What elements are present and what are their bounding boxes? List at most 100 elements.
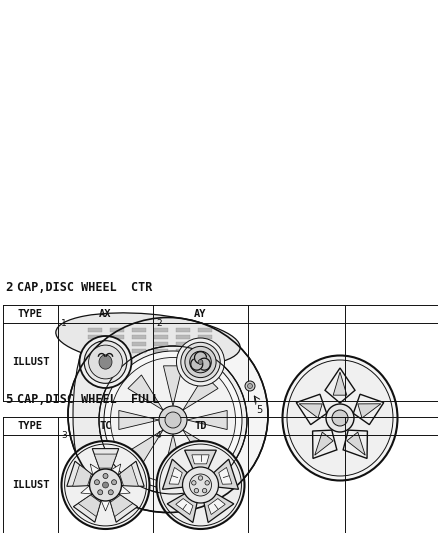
Text: 1: 1 xyxy=(61,319,67,328)
Polygon shape xyxy=(110,495,133,516)
Circle shape xyxy=(183,467,219,503)
Text: TD: TD xyxy=(194,421,207,431)
Polygon shape xyxy=(208,498,225,514)
Polygon shape xyxy=(74,494,101,522)
Polygon shape xyxy=(315,432,333,455)
Circle shape xyxy=(89,469,121,501)
Ellipse shape xyxy=(99,355,112,369)
Polygon shape xyxy=(167,494,197,522)
Circle shape xyxy=(98,490,102,495)
Polygon shape xyxy=(185,450,216,469)
Text: 4: 4 xyxy=(156,431,162,440)
Circle shape xyxy=(245,381,255,391)
Polygon shape xyxy=(162,459,187,489)
Polygon shape xyxy=(192,455,209,464)
Polygon shape xyxy=(119,410,159,430)
Circle shape xyxy=(156,441,244,529)
Polygon shape xyxy=(187,410,227,430)
Circle shape xyxy=(80,336,131,388)
Circle shape xyxy=(159,444,241,526)
Circle shape xyxy=(190,351,211,373)
FancyBboxPatch shape xyxy=(88,349,102,353)
Ellipse shape xyxy=(99,346,247,494)
Polygon shape xyxy=(110,494,138,522)
FancyBboxPatch shape xyxy=(88,328,102,332)
Text: ILLUST: ILLUST xyxy=(12,357,49,367)
Polygon shape xyxy=(183,430,218,465)
Text: 5: 5 xyxy=(256,405,262,415)
Text: 3: 3 xyxy=(61,431,67,440)
FancyBboxPatch shape xyxy=(132,328,146,332)
Ellipse shape xyxy=(287,360,393,476)
Circle shape xyxy=(326,404,354,432)
Circle shape xyxy=(165,412,181,428)
FancyBboxPatch shape xyxy=(198,349,212,353)
FancyBboxPatch shape xyxy=(132,349,146,353)
FancyBboxPatch shape xyxy=(88,342,102,346)
FancyBboxPatch shape xyxy=(176,328,190,332)
Polygon shape xyxy=(120,465,138,486)
Circle shape xyxy=(198,476,203,480)
FancyBboxPatch shape xyxy=(110,328,124,332)
Ellipse shape xyxy=(110,358,236,482)
Circle shape xyxy=(181,342,220,382)
Polygon shape xyxy=(358,404,381,418)
Circle shape xyxy=(190,474,212,496)
Circle shape xyxy=(177,338,225,386)
Polygon shape xyxy=(214,459,239,489)
FancyBboxPatch shape xyxy=(198,328,212,332)
Circle shape xyxy=(185,346,216,377)
FancyBboxPatch shape xyxy=(154,328,168,332)
Ellipse shape xyxy=(73,318,143,513)
Circle shape xyxy=(112,480,117,484)
FancyBboxPatch shape xyxy=(176,335,190,339)
FancyBboxPatch shape xyxy=(110,342,124,346)
Circle shape xyxy=(192,481,196,485)
Polygon shape xyxy=(169,467,182,484)
Text: TYPE: TYPE xyxy=(18,309,43,319)
FancyBboxPatch shape xyxy=(198,335,212,339)
Polygon shape xyxy=(111,464,121,475)
Ellipse shape xyxy=(68,318,268,513)
FancyBboxPatch shape xyxy=(154,335,168,339)
FancyBboxPatch shape xyxy=(132,335,146,339)
Polygon shape xyxy=(119,486,130,494)
Ellipse shape xyxy=(56,313,240,367)
Text: 2: 2 xyxy=(5,281,13,294)
Text: 2: 2 xyxy=(156,319,162,328)
Circle shape xyxy=(247,384,252,389)
Circle shape xyxy=(103,473,108,479)
Circle shape xyxy=(88,345,122,379)
Circle shape xyxy=(84,341,127,383)
Text: CAP,DISC WHEEL  FULL: CAP,DISC WHEEL FULL xyxy=(17,393,159,406)
Polygon shape xyxy=(90,464,100,475)
Polygon shape xyxy=(78,495,101,516)
Text: 5: 5 xyxy=(5,393,13,406)
Polygon shape xyxy=(94,454,117,468)
Polygon shape xyxy=(92,449,119,470)
Text: ILLUST: ILLUST xyxy=(12,480,49,490)
FancyBboxPatch shape xyxy=(198,342,212,346)
Polygon shape xyxy=(163,434,183,474)
Polygon shape xyxy=(128,375,163,410)
Circle shape xyxy=(159,406,187,434)
Ellipse shape xyxy=(104,351,242,489)
Polygon shape xyxy=(333,372,347,395)
Circle shape xyxy=(194,488,198,493)
Text: TC: TC xyxy=(99,421,112,431)
FancyBboxPatch shape xyxy=(110,349,124,353)
Text: TYPE: TYPE xyxy=(18,421,43,431)
Polygon shape xyxy=(219,467,232,484)
Polygon shape xyxy=(128,430,163,465)
Polygon shape xyxy=(118,461,144,486)
Circle shape xyxy=(108,490,113,495)
Polygon shape xyxy=(101,500,110,511)
FancyBboxPatch shape xyxy=(154,342,168,346)
Circle shape xyxy=(205,481,209,485)
Polygon shape xyxy=(67,461,93,486)
Circle shape xyxy=(95,480,99,484)
Circle shape xyxy=(202,488,207,493)
Circle shape xyxy=(198,360,203,365)
Polygon shape xyxy=(347,432,365,455)
Polygon shape xyxy=(183,375,218,410)
